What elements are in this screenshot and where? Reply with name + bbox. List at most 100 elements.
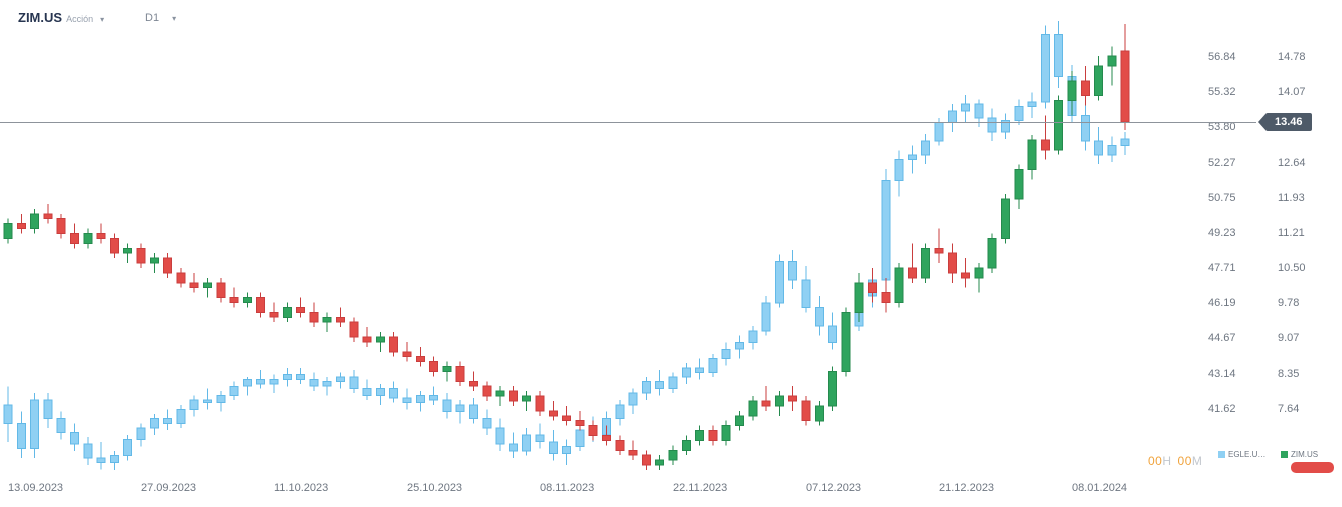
legend-item-zim[interactable]: ZIM.US	[1281, 450, 1318, 459]
candle-body	[668, 376, 678, 390]
candle-body	[349, 321, 359, 338]
candle-body	[655, 459, 665, 466]
price-tick-label: 49.23	[1208, 227, 1236, 239]
candle-body	[535, 395, 545, 412]
legend-item-egle[interactable]: EGLE.U…	[1218, 450, 1265, 459]
candle-body	[149, 418, 159, 429]
price-tick-label: 8.35	[1278, 368, 1300, 380]
candle-body	[801, 279, 811, 309]
candle-body	[588, 425, 598, 437]
candle-body	[189, 282, 199, 289]
candle-body	[309, 378, 319, 387]
candle-body	[641, 454, 651, 466]
candle-body	[123, 439, 133, 457]
price-chart[interactable]	[0, 0, 1170, 470]
candle-body	[1120, 138, 1130, 147]
candle-body	[256, 378, 266, 385]
symbol-selector[interactable]: ZIM.US Acción ▾	[18, 10, 104, 25]
candle-body	[296, 306, 306, 313]
candle-body	[814, 405, 824, 422]
candle-body	[349, 376, 359, 390]
candle-body	[774, 260, 784, 304]
candle-body	[788, 395, 798, 402]
candle-body	[96, 233, 106, 239]
candle-body	[402, 397, 412, 403]
candle-body	[828, 371, 838, 407]
candle-body	[83, 443, 93, 459]
price-tick-label: 55.32	[1208, 86, 1236, 98]
candle-body	[575, 420, 585, 427]
candle-body	[96, 457, 106, 464]
candle-body	[43, 213, 53, 220]
candle-body	[708, 430, 718, 442]
series-EGLE.US	[3, 20, 1130, 470]
candle-body	[282, 374, 292, 380]
legend-label-egle: EGLE.U…	[1228, 450, 1266, 459]
candle-body	[508, 443, 518, 452]
candle-body	[1040, 139, 1050, 151]
series-ZIM.US	[3, 24, 1130, 470]
candle-body	[136, 427, 146, 440]
candle-body	[203, 399, 212, 403]
candle-body	[163, 418, 173, 424]
candle-body	[70, 432, 79, 445]
candle-body	[375, 336, 385, 343]
date-label: 08.01.2024	[1072, 482, 1128, 494]
candle-body	[16, 422, 26, 450]
candle-body	[841, 311, 851, 372]
candle-body	[1107, 145, 1117, 156]
candle-body	[242, 378, 252, 387]
candle-body	[508, 390, 518, 402]
price-tick-label: 9.78	[1278, 297, 1300, 309]
price-tick-label: 41.62	[1208, 403, 1236, 415]
chevron-down-icon: ▾	[100, 15, 105, 24]
price-tick-label: 47.71	[1208, 262, 1236, 274]
candle-body	[322, 381, 332, 387]
candle-body	[961, 272, 971, 279]
candle-body	[1054, 100, 1064, 151]
timeframe-label: D1	[145, 12, 160, 24]
timeframe-selector[interactable]: D1 ▾	[145, 12, 176, 24]
candle-body	[894, 267, 904, 303]
candle-body	[615, 439, 625, 451]
candle-body	[735, 341, 744, 350]
candle-body	[123, 247, 133, 254]
candle-countdown-timer: 00H 00M	[1148, 454, 1202, 468]
candle-body	[429, 395, 439, 401]
date-label: 25.10.2023	[407, 482, 463, 494]
candle-body	[203, 282, 212, 289]
price-tick-label: 11.21	[1278, 227, 1305, 239]
candle-body	[788, 260, 798, 281]
candle-body	[469, 380, 478, 387]
candle-body	[415, 356, 425, 363]
candle-body	[43, 399, 53, 420]
candle-body	[282, 306, 292, 318]
candle-body	[522, 434, 532, 452]
candle-body	[1120, 50, 1130, 123]
zim-red-indicator-pill[interactable]	[1291, 462, 1334, 473]
candle-body	[681, 439, 691, 451]
candle-body	[216, 395, 226, 403]
candle-body	[149, 257, 159, 264]
candle-body	[987, 237, 997, 269]
candle-body	[389, 336, 399, 353]
candle-body	[907, 267, 917, 279]
candle-body	[415, 395, 425, 403]
candle-body	[322, 316, 332, 323]
price-tick-label: 53.80	[1208, 121, 1236, 133]
candle-body	[721, 348, 731, 360]
price-tick-label: 7.64	[1278, 403, 1300, 415]
candle-body	[548, 441, 558, 454]
price-tick-label: 10.50	[1278, 262, 1306, 274]
countdown-minutes-unit: M	[1191, 454, 1203, 468]
candle-body	[442, 399, 452, 413]
candle-body	[495, 427, 505, 445]
candle-body	[1014, 169, 1024, 200]
candle-body	[495, 390, 505, 397]
date-label: 22.11.2023	[673, 482, 728, 494]
candle-body	[429, 361, 439, 373]
candle-body	[602, 435, 611, 441]
price-tick-label: 56.84	[1208, 51, 1236, 63]
price-tick-label: 44.67	[1208, 332, 1236, 344]
price-tick-label: 14.07	[1278, 86, 1306, 98]
